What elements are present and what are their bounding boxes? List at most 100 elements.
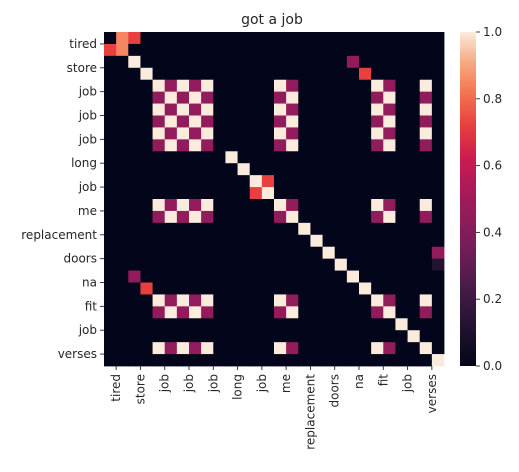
heatmap-cell [201,210,214,224]
heatmap-cell [164,79,178,93]
heatmap-cell [213,32,226,45]
heatmap-cell [176,67,190,81]
heatmap-cell [201,354,214,367]
heatmap-cell [346,79,360,93]
heatmap-cell [359,318,372,331]
heatmap-cell [128,32,141,45]
heatmap-cell [407,318,421,331]
heatmap-cell [128,127,141,140]
heatmap-cell [261,55,275,69]
heatmap-cell [225,151,238,164]
heatmap-cell [225,67,238,81]
heatmap-cell [274,210,287,224]
heatmap-cell [274,234,287,248]
heatmap-cell [189,175,202,188]
heatmap-cell [431,330,445,343]
heatmap-cell [201,282,214,295]
heatmap-cell [359,354,372,367]
heatmap-cell [261,151,275,164]
heatmap-cell [128,199,141,212]
heatmap-cell [298,175,311,188]
heatmap-cell [128,282,141,295]
heatmap-cell [249,43,263,57]
heatmap-cell [322,127,336,140]
heatmap-cell [383,127,396,140]
heatmap-cell [334,270,348,283]
heatmap-cell [334,258,348,271]
heatmap-cell [310,139,323,152]
heatmap-cells [104,32,445,367]
heatmap-cell [322,330,336,343]
heatmap-cell [201,234,214,248]
heatmap-cell [164,199,178,212]
heatmap-cell [298,294,311,307]
heatmap-cell [274,139,287,152]
heatmap-cell [334,67,348,81]
heatmap-cell [164,139,178,152]
heatmap-cell [359,175,372,188]
heatmap-cell [152,342,166,355]
heatmap-cell [201,91,214,104]
heatmap-cell [395,342,408,355]
heatmap-cell [261,139,275,152]
heatmap-cell [334,139,348,152]
heatmap-cell [201,43,214,57]
heatmap-cell [346,282,360,295]
heatmap-cell [286,306,299,319]
heatmap-cell [261,175,275,188]
heatmap-cell [419,91,433,104]
heatmap-cell [359,163,372,176]
heatmap-cell [322,103,336,116]
heatmap-cell [152,330,166,343]
heatmap-cell [431,199,445,212]
heatmap-cell [104,55,117,69]
heatmap-cell [104,199,117,212]
heatmap-cell [407,258,421,271]
heatmap-cell [395,163,408,176]
heatmap-cell [298,79,311,93]
x-tick-label: na [352,374,366,389]
heatmap-cell [310,330,323,343]
heatmap-cell [274,91,287,104]
heatmap-cell [164,270,178,283]
heatmap-cell [359,306,372,319]
heatmap-cell [104,151,117,164]
heatmap-cell [213,151,226,164]
heatmap-cell [359,103,372,116]
heatmap-cell [274,199,287,212]
heatmap-cell [346,234,360,248]
heatmap-cell [322,282,336,295]
heatmap-cell [371,127,384,140]
heatmap-cell [322,115,336,128]
heatmap-cell [164,306,178,319]
heatmap-cell [334,163,348,176]
heatmap-cell [176,330,190,343]
heatmap-cell [176,294,190,307]
heatmap-cell [152,151,166,164]
heatmap-cell [213,282,226,295]
heatmap-cell [310,187,323,200]
x-tick-label: job [182,374,196,393]
heatmap-cell [419,318,433,331]
heatmap-cell [371,342,384,355]
heatmap-cell [225,43,238,57]
heatmap-cell [359,258,372,271]
heatmap-cell [383,294,396,307]
heatmap-cell [249,103,263,116]
heatmap-cell [164,318,178,331]
heatmap-cell [346,115,360,128]
heatmap-cell [152,127,166,140]
heatmap-cell [431,103,445,116]
heatmap-cell [189,103,202,116]
heatmap-cell [128,67,141,81]
heatmap-cell [310,67,323,81]
heatmap-cell [407,270,421,283]
heatmap-cell [407,282,421,295]
heatmap-cell [359,79,372,93]
heatmap-cell [322,55,336,69]
heatmap-cell [383,67,396,81]
y-tick-label: job [78,323,97,337]
heatmap-cell [152,187,166,200]
heatmap-cell [104,115,117,128]
heatmap-cell [431,151,445,164]
